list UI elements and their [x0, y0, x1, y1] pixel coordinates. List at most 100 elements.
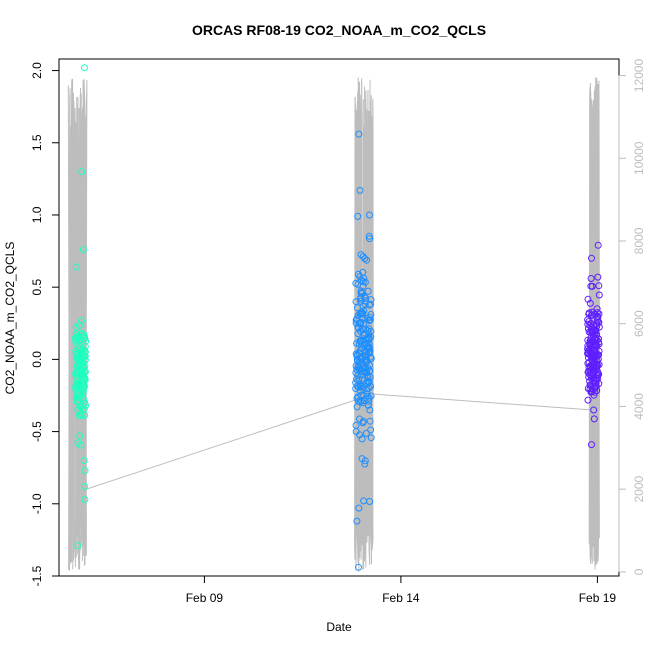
data-point [367, 333, 375, 341]
data-point [363, 390, 371, 398]
data-point [81, 64, 88, 72]
altitude-trace [67, 77, 600, 572]
data-point [357, 397, 365, 405]
y-tick-label: -1.5 [30, 565, 44, 586]
data-point [361, 358, 369, 366]
data-point [591, 346, 599, 353]
data-point [367, 382, 375, 390]
data-point [80, 379, 88, 387]
y2-tick-label: 10000 [632, 141, 646, 175]
data-point [586, 299, 594, 307]
data-point [81, 483, 88, 490]
data-point [584, 295, 592, 303]
data-point [353, 304, 361, 312]
data-point [595, 291, 603, 299]
y2-tick-label: 12000 [632, 59, 646, 93]
data-point [588, 323, 596, 331]
data-point [587, 275, 595, 282]
data-point [365, 397, 373, 405]
data-point [593, 305, 601, 313]
y-tick-label: -0.5 [30, 421, 44, 442]
data-point [355, 130, 363, 138]
data-point [357, 251, 365, 259]
data-point [590, 406, 598, 414]
data-point [367, 311, 375, 318]
data-point [356, 309, 364, 317]
data-point [366, 235, 374, 243]
data-point [76, 369, 84, 377]
data-point [354, 330, 362, 338]
data-point [588, 254, 595, 262]
y2-axis: 0 2000 4000 6000 8000 10000 12000 [618, 59, 646, 575]
x-tick-label: Feb 14 [382, 591, 420, 605]
data-point [73, 398, 81, 406]
data-point [587, 282, 595, 290]
data-point [355, 376, 363, 384]
data-point [595, 347, 603, 355]
data-point [79, 411, 86, 418]
data-point [358, 455, 366, 463]
data-point [81, 496, 89, 503]
data-point [584, 349, 592, 356]
data-point [367, 353, 375, 361]
data-point [590, 415, 598, 423]
x-axis-label: Date [326, 620, 352, 634]
data-point [72, 371, 80, 379]
data-point [587, 363, 595, 371]
data-point [355, 504, 363, 512]
data-point [73, 393, 81, 401]
data-point [365, 232, 373, 240]
data-point [76, 336, 84, 344]
data-point [360, 331, 368, 339]
data-point [586, 367, 594, 375]
data-point [75, 322, 83, 329]
data-point [366, 406, 374, 414]
data-point [595, 338, 603, 346]
data-point [355, 397, 363, 405]
data-point [365, 316, 373, 324]
data-point [588, 441, 595, 449]
data-point [585, 309, 593, 317]
data-point [356, 382, 364, 390]
x-axis: Feb 09 Feb 14 Feb 19 [186, 576, 616, 605]
data-point [592, 328, 600, 336]
y-tick-label: 1.0 [30, 206, 44, 223]
data-point [587, 374, 595, 382]
data-point [80, 396, 88, 404]
data-point [79, 364, 87, 372]
altitude-connector [86, 393, 374, 490]
data-point [594, 312, 602, 320]
y2-tick-label: 6000 [632, 310, 646, 337]
data-point [594, 241, 602, 249]
data-point [359, 253, 367, 261]
data-point [366, 417, 374, 425]
data-point [76, 432, 84, 440]
data-point [593, 360, 601, 368]
y-tick-label: 0.0 [30, 351, 44, 368]
data-point [359, 365, 367, 373]
data-point [361, 293, 368, 301]
data-point [587, 382, 595, 390]
x-tick-label: Feb 09 [186, 591, 224, 605]
data-point [76, 358, 84, 366]
data-points [72, 64, 603, 571]
data-point [360, 497, 368, 505]
data-point [357, 319, 365, 327]
data-point [80, 457, 88, 464]
data-point [78, 355, 85, 363]
data-point [586, 321, 594, 329]
y-axis-label: CO2_NOAA_m_CO2_QCLS [3, 242, 17, 395]
data-point [355, 563, 362, 571]
data-point [586, 371, 594, 378]
data-point [359, 283, 367, 290]
data-point [361, 460, 369, 468]
data-point [73, 333, 81, 340]
data-point [73, 388, 81, 396]
data-point [363, 314, 371, 322]
data-point [352, 350, 360, 358]
data-point [594, 273, 602, 281]
data-point [78, 168, 86, 176]
data-point [78, 349, 86, 357]
data-point [590, 353, 598, 361]
